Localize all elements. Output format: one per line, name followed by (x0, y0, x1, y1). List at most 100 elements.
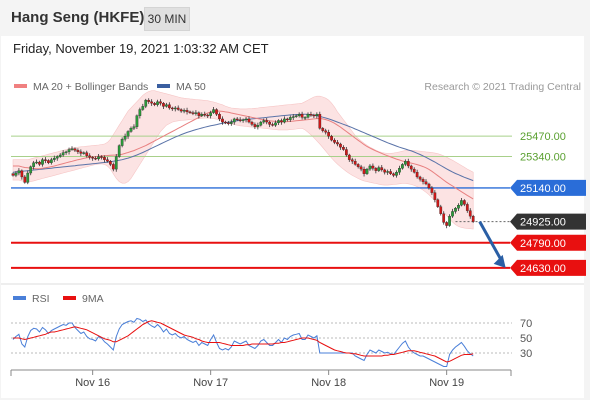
candle-body (271, 124, 274, 126)
candle-body (91, 157, 94, 159)
candle-body (445, 222, 449, 226)
candle-body (224, 121, 227, 124)
candle-body (442, 213, 446, 223)
candle-body (100, 156, 103, 158)
candle-body (129, 128, 133, 132)
candle-body (433, 192, 437, 200)
candle-body (182, 110, 186, 112)
candle-body (383, 169, 387, 173)
legend-label: MA 50 (176, 81, 206, 93)
projection-arrowhead (493, 254, 506, 268)
candle-body (79, 151, 83, 154)
candle-body (23, 176, 27, 183)
candle-body (106, 159, 109, 162)
candle-body (212, 109, 215, 113)
timeframe-button[interactable]: 30 MIN (144, 7, 190, 31)
candle-body (144, 99, 148, 107)
chart-title: Hang Seng (HKFE) (11, 9, 145, 26)
candle-body (111, 164, 115, 170)
candle-body (454, 208, 457, 212)
candle-body (377, 167, 381, 171)
candle-body (359, 166, 363, 170)
candle-body (353, 161, 357, 165)
candle-body (460, 200, 463, 206)
candle-body (97, 156, 100, 160)
candle-body (465, 204, 469, 211)
candle-body (277, 120, 280, 123)
candle-body (462, 200, 466, 205)
candle-body (436, 199, 440, 207)
candle-body (262, 120, 266, 123)
pivot-label: 25140.00 (520, 183, 566, 195)
candle-body (32, 162, 36, 167)
candle-body (371, 165, 375, 169)
candle-body (368, 165, 372, 170)
candle-body (188, 111, 192, 114)
candle-body (312, 114, 316, 117)
candle-body (203, 114, 207, 116)
candle-body (268, 121, 272, 125)
candle-body (471, 215, 475, 222)
candle-body (457, 205, 460, 209)
candle-body (141, 106, 145, 110)
candle-body (109, 161, 112, 165)
candle-body (82, 152, 86, 154)
candle-body (88, 155, 92, 158)
candle-body (350, 159, 354, 162)
candle-body (70, 148, 74, 150)
candle-body (165, 104, 168, 107)
candle-body (415, 172, 419, 178)
rsi-tick-label: 30 (520, 348, 532, 360)
x-tick-label: Nov 16 (75, 377, 110, 389)
candle-body (147, 99, 151, 102)
candle-body (191, 112, 195, 114)
x-tick-label: Nov 19 (429, 377, 464, 389)
candle-body (215, 109, 218, 115)
candle-body (468, 210, 472, 217)
candle-body (344, 149, 348, 156)
candle-body (120, 139, 124, 146)
candle-body (291, 116, 295, 118)
candle-body (285, 118, 289, 121)
candle-body (250, 121, 254, 125)
candle-body (395, 172, 398, 176)
candle-body (55, 156, 59, 159)
candle-body (303, 117, 307, 119)
candle-body (200, 114, 204, 116)
support-tag (510, 234, 586, 251)
candle-body (309, 114, 313, 116)
candle-body (342, 147, 345, 150)
candle-body (206, 114, 210, 117)
support-label: 24790.00 (520, 238, 566, 250)
candle-body (153, 103, 156, 105)
resistance-label: 25340.00 (520, 152, 566, 164)
candle-body (336, 142, 339, 145)
candle-body (365, 168, 369, 174)
candle-body (229, 121, 233, 124)
candle-body (221, 118, 224, 123)
candle-body (265, 120, 269, 123)
candle-body (117, 145, 121, 157)
rsi-legend-label: 9MA (82, 293, 104, 305)
candle-body (235, 118, 239, 121)
candle-body (218, 114, 221, 120)
candle-body (315, 114, 319, 116)
candle-body (14, 172, 18, 176)
candle-body (398, 168, 401, 173)
candle-body (300, 114, 304, 118)
candle-body (35, 161, 38, 164)
candle-body (283, 118, 286, 123)
candle-body (170, 107, 174, 110)
candle-body (38, 161, 41, 165)
candle-body (427, 183, 431, 189)
candle-body (430, 187, 434, 193)
candle-body (347, 154, 351, 160)
candle-body (330, 136, 333, 141)
rsi-legend-label: RSI (32, 293, 50, 305)
candle-body (380, 167, 384, 171)
candle-body (173, 107, 177, 110)
candle-body (288, 117, 292, 120)
candle-body (256, 125, 260, 127)
last-price-label: 24925.00 (520, 217, 566, 229)
